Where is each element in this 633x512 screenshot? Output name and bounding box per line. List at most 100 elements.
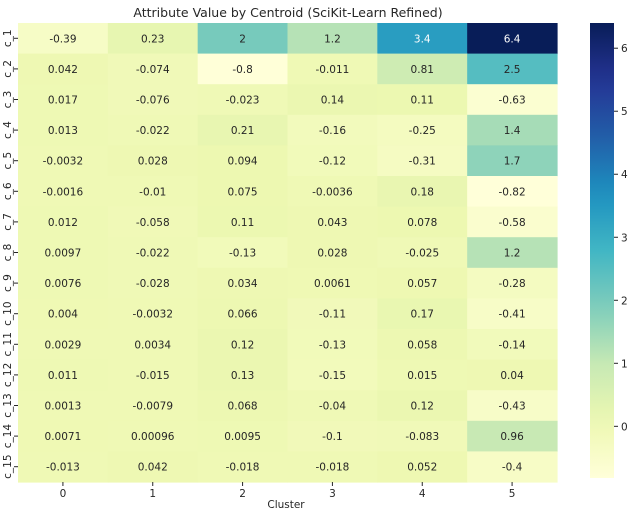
cell-value-label: -0.074 — [136, 64, 170, 76]
cell-value-label: -0.0032 — [43, 156, 84, 168]
cell-value-label: -0.43 — [498, 401, 525, 413]
heatmap-cell — [377, 267, 468, 299]
heatmap-cell — [197, 329, 289, 361]
heatmap-cell — [18, 390, 109, 422]
y-tick-label: c_2 — [2, 60, 14, 78]
heatmap-cell — [467, 23, 558, 55]
x-axis-label: Cluster — [267, 499, 305, 511]
cell-value-label: 0.042 — [138, 462, 168, 474]
heatmap-cell — [467, 53, 558, 85]
cell-value-label: -0.8 — [232, 64, 253, 76]
heatmap-cell — [107, 206, 199, 238]
heatmap-cell — [287, 176, 378, 208]
heatmap-cell — [377, 329, 468, 361]
cell-value-label: 0.068 — [228, 401, 258, 413]
cell-value-label: -0.018 — [226, 462, 260, 474]
cell-value-label: -0.083 — [405, 431, 439, 443]
x-axis-ticks: 0 1 2 3 4 5 — [60, 482, 516, 500]
cell-value-label: 0.075 — [228, 186, 258, 198]
cell-value-label: -0.025 — [405, 248, 439, 260]
heatmap-cell — [18, 53, 109, 85]
heatmap-cell — [107, 451, 199, 483]
heatmap-cells — [18, 23, 558, 483]
heatmap-cell — [287, 451, 378, 483]
heatmap-cell — [287, 329, 378, 361]
cell-value-label: 0.058 — [407, 339, 437, 351]
y-tick-label: c_5 — [2, 152, 14, 170]
colorbar-gradient — [590, 23, 614, 478]
y-tick-label: c_10 — [2, 302, 14, 326]
heatmap-cell — [377, 53, 468, 85]
cell-value-label: 0.0076 — [45, 278, 82, 290]
y-tick-label: c_6 — [2, 182, 14, 200]
heatmap-cell — [377, 176, 468, 208]
heatmap-cell — [107, 329, 199, 361]
heatmap-cell — [377, 298, 468, 330]
colorbar-tick-label: 6 — [621, 43, 628, 55]
cell-value-label: -0.028 — [136, 278, 170, 290]
cell-value-label: -0.4 — [502, 462, 523, 474]
x-tick-label: 5 — [509, 488, 516, 500]
colorbar-tick-label: 2 — [621, 295, 628, 307]
cell-value-label: 0.96 — [500, 431, 524, 443]
heatmap-cell — [377, 420, 468, 452]
heatmap-cell — [197, 176, 289, 208]
cell-value-label: -0.076 — [136, 95, 170, 107]
heatmap-cell — [377, 237, 468, 269]
heatmap-cell — [18, 359, 109, 391]
cell-value-label: -0.011 — [315, 64, 349, 76]
colorbar-tick-label: 5 — [621, 106, 628, 118]
heatmap-cell — [467, 390, 558, 422]
cell-value-label: 0.078 — [407, 217, 437, 229]
cell-value-label: -0.16 — [319, 125, 346, 137]
cell-value-label: 2 — [239, 33, 246, 45]
heatmap-cell — [377, 23, 468, 55]
cell-value-label: 0.0095 — [224, 431, 261, 443]
heatmap-cell — [107, 114, 199, 146]
x-tick-label: 4 — [419, 488, 426, 500]
y-tick-label: c_9 — [2, 274, 14, 292]
cell-value-label: 0.015 — [407, 370, 437, 382]
heatmap-cell — [197, 23, 289, 55]
heatmap-cell — [287, 23, 378, 55]
heatmap-cell — [18, 114, 109, 146]
heatmap-cell — [197, 237, 289, 269]
heatmap-cell — [377, 206, 468, 238]
cell-value-label: 0.043 — [317, 217, 347, 229]
heatmap-cell — [197, 145, 289, 177]
cell-value-label: 0.028 — [317, 248, 347, 260]
y-tick-label: c_14 — [2, 424, 14, 449]
colorbar: 0 1 2 3 4 5 6 — [590, 23, 628, 478]
heatmap-cell — [467, 451, 558, 483]
heatmap-cell — [197, 298, 289, 330]
heatmap-cell — [18, 298, 109, 330]
heatmap-cell — [107, 23, 199, 55]
heatmap-cell — [107, 237, 199, 269]
heatmap-cell — [18, 145, 109, 177]
cell-value-label: 1.2 — [324, 33, 341, 45]
heatmap-cell — [197, 84, 289, 116]
cell-value-label: 2.5 — [504, 64, 521, 76]
heatmap-cell — [18, 451, 109, 483]
cell-value-label: -0.013 — [46, 462, 80, 474]
heatmap-cell — [197, 451, 289, 483]
cell-value-label: 0.12 — [411, 401, 434, 413]
heatmap-cell — [18, 23, 109, 55]
heatmap-cell — [107, 176, 199, 208]
cell-value-label: 0.11 — [231, 217, 254, 229]
heatmap-cell — [107, 267, 199, 299]
cell-value-label: -0.015 — [136, 370, 170, 382]
colorbar-tick-label: 4 — [621, 169, 628, 181]
heatmap-cell — [287, 114, 378, 146]
heatmap-cell — [18, 206, 109, 238]
cell-value-label: 0.23 — [141, 33, 164, 45]
cell-value-label: 3.4 — [414, 33, 431, 45]
heatmap-cell — [377, 390, 468, 422]
heatmap-cell — [467, 359, 558, 391]
cell-value-label: 6.4 — [504, 33, 521, 45]
cell-value-label: -0.022 — [136, 125, 170, 137]
cell-value-label: -0.13 — [319, 339, 346, 351]
cell-value-label: 0.028 — [138, 156, 168, 168]
cell-value-label: 0.17 — [411, 309, 434, 321]
